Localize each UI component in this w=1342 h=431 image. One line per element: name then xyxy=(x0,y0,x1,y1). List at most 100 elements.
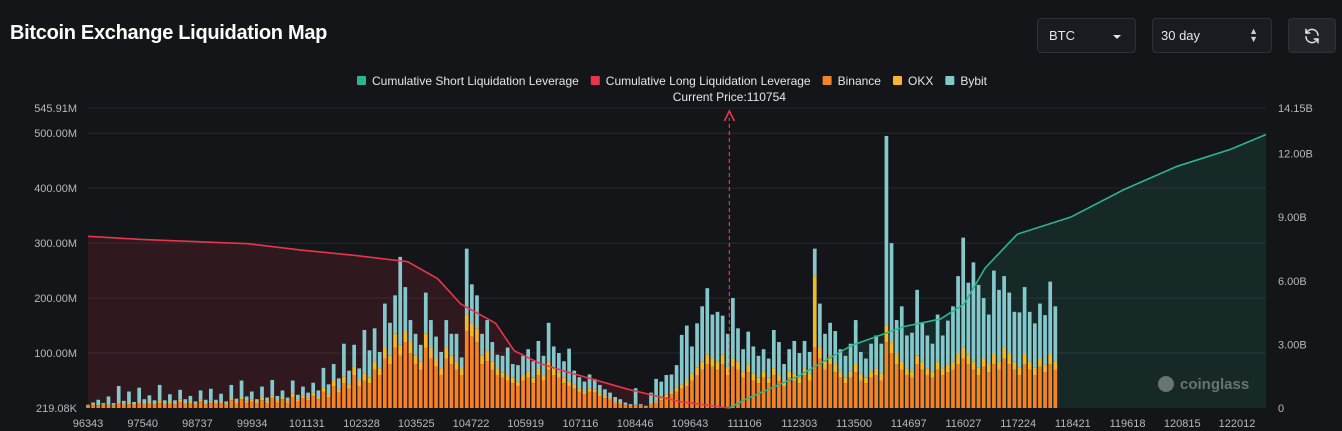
bar-binance[interactable] xyxy=(208,402,213,408)
bar-bybit[interactable] xyxy=(372,328,377,362)
bar-okx[interactable] xyxy=(301,395,305,399)
bar-okx[interactable] xyxy=(684,380,689,387)
bar-bybit[interactable] xyxy=(1032,323,1037,368)
bar-okx[interactable] xyxy=(178,399,182,402)
bar-binance[interactable] xyxy=(480,364,484,408)
bar-binance[interactable] xyxy=(623,405,628,408)
bar-okx[interactable] xyxy=(229,398,234,401)
bar-binance[interactable] xyxy=(551,375,556,408)
bar-binance[interactable] xyxy=(290,397,295,408)
bar-okx[interactable] xyxy=(664,394,669,398)
bar-bybit[interactable] xyxy=(464,248,469,315)
bar-binance[interactable] xyxy=(193,404,198,408)
bar-bybit[interactable] xyxy=(178,389,182,400)
bar-okx[interactable] xyxy=(439,368,443,376)
bar-okx[interactable] xyxy=(961,347,966,359)
bar-binance[interactable] xyxy=(1032,375,1037,408)
bar-binance[interactable] xyxy=(459,375,464,408)
bar-okx[interactable] xyxy=(940,368,945,376)
bar-binance[interactable] xyxy=(562,383,566,408)
bar-binance[interactable] xyxy=(889,353,894,408)
bar-bybit[interactable] xyxy=(239,380,244,398)
bar-okx[interactable] xyxy=(915,355,919,365)
bar-binance[interactable] xyxy=(582,394,587,408)
bar-okx[interactable] xyxy=(188,401,193,404)
bar-binance[interactable] xyxy=(142,404,147,408)
bar-binance[interactable] xyxy=(86,406,90,408)
bar-bybit[interactable] xyxy=(157,384,162,401)
range-select[interactable]: 30 day ▲ ▼ xyxy=(1152,18,1272,53)
bar-okx[interactable] xyxy=(894,353,899,365)
bar-bybit[interactable] xyxy=(915,289,919,356)
bar-binance[interactable] xyxy=(592,392,597,408)
bar-okx[interactable] xyxy=(1043,364,1047,373)
bar-okx[interactable] xyxy=(367,377,372,384)
bar-bybit[interactable] xyxy=(357,368,362,381)
bar-bybit[interactable] xyxy=(623,402,628,405)
bar-okx[interactable] xyxy=(981,358,986,367)
bar-bybit[interactable] xyxy=(618,399,623,403)
bar-bybit[interactable] xyxy=(331,364,336,381)
legend-label-short[interactable]: Cumulative Short Liquidation Leverage xyxy=(372,74,579,88)
bar-binance[interactable] xyxy=(992,364,996,408)
bar-okx[interactable] xyxy=(858,373,863,381)
bar-binance[interactable] xyxy=(429,358,433,408)
bar-okx[interactable] xyxy=(562,377,566,384)
bar-binance[interactable] xyxy=(659,400,664,408)
bar-binance[interactable] xyxy=(695,375,699,408)
bar-binance[interactable] xyxy=(244,402,249,408)
bar-okx[interactable] xyxy=(797,377,802,384)
legend-label-okx[interactable]: OKX xyxy=(908,74,933,88)
bar-bybit[interactable] xyxy=(720,315,725,355)
bar-okx[interactable] xyxy=(316,397,321,400)
bar-binance[interactable] xyxy=(526,377,530,408)
bar-okx[interactable] xyxy=(459,368,464,376)
bar-binance[interactable] xyxy=(961,358,966,408)
bar-binance[interactable] xyxy=(597,395,602,408)
bar-binance[interactable] xyxy=(879,380,884,408)
bar-binance[interactable] xyxy=(260,400,264,408)
bar-bybit[interactable] xyxy=(193,401,198,404)
bar-okx[interactable] xyxy=(1032,367,1037,376)
bar-bybit[interactable] xyxy=(1038,303,1042,359)
bar-okx[interactable] xyxy=(638,405,643,406)
bar-binance[interactable] xyxy=(541,380,546,408)
bar-okx[interactable] xyxy=(956,353,960,365)
bar-bybit[interactable] xyxy=(249,391,254,400)
bar-binance[interactable] xyxy=(516,386,520,408)
bar-bybit[interactable] xyxy=(183,399,188,403)
legend-label-binance[interactable]: Binance xyxy=(838,74,882,88)
bar-bybit[interactable] xyxy=(168,394,172,402)
bar-binance[interactable] xyxy=(654,402,658,408)
bar-binance[interactable] xyxy=(331,386,336,408)
bar-bybit[interactable] xyxy=(976,284,981,368)
bar-bybit[interactable] xyxy=(1002,276,1006,348)
bar-binance[interactable] xyxy=(96,405,101,408)
bar-bybit[interactable] xyxy=(761,349,766,372)
bar-binance[interactable] xyxy=(111,405,116,408)
bar-okx[interactable] xyxy=(434,358,438,367)
bar-binance[interactable] xyxy=(603,398,607,408)
bar-bybit[interactable] xyxy=(393,295,397,334)
bar-okx[interactable] xyxy=(572,384,577,389)
bar-binance[interactable] xyxy=(720,364,725,408)
bar-bybit[interactable] xyxy=(459,357,464,369)
bar-okx[interactable] xyxy=(608,398,612,400)
bar-binance[interactable] xyxy=(1027,369,1032,408)
bar-binance[interactable] xyxy=(669,394,674,408)
bar-bybit[interactable] xyxy=(787,349,792,372)
bar-okx[interactable] xyxy=(249,399,254,402)
bar-binance[interactable] xyxy=(818,358,822,408)
bar-binance[interactable] xyxy=(864,383,868,408)
bar-binance[interactable] xyxy=(510,383,515,408)
bar-bybit[interactable] xyxy=(828,322,832,356)
bar-bybit[interactable] xyxy=(336,378,341,390)
bar-binance[interactable] xyxy=(311,395,316,408)
bar-bybit[interactable] xyxy=(1007,292,1012,354)
bar-okx[interactable] xyxy=(889,342,894,354)
bar-bybit[interactable] xyxy=(234,398,239,402)
bar-bybit[interactable] xyxy=(577,377,582,389)
legend-swatch-okx[interactable] xyxy=(892,76,902,85)
bar-binance[interactable] xyxy=(843,383,848,408)
bar-bybit[interactable] xyxy=(951,306,955,362)
